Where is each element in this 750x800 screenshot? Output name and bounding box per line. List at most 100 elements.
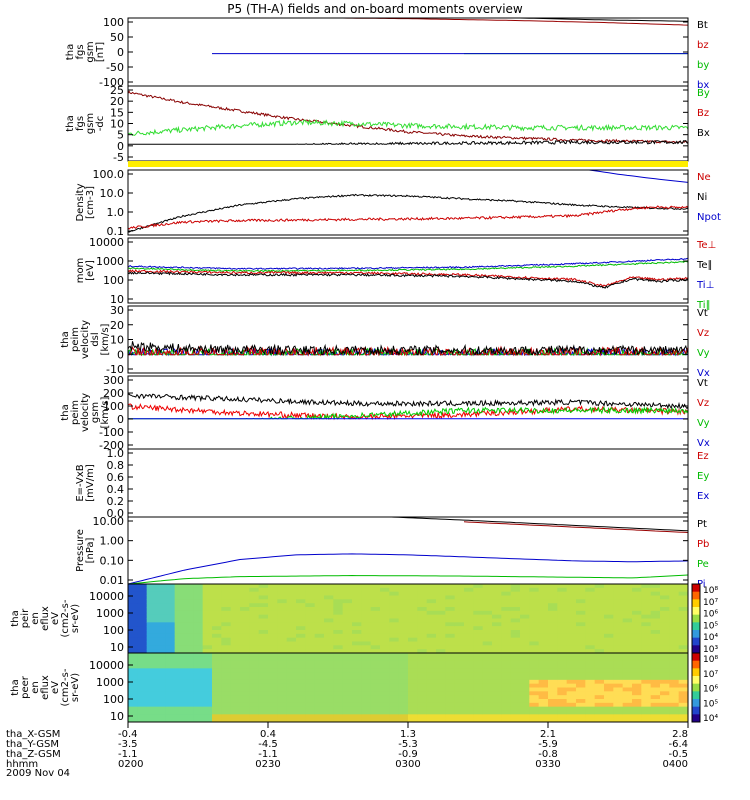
spectrogram-cell bbox=[566, 691, 577, 696]
spectrogram-cell bbox=[221, 656, 232, 662]
spectrogram-cell bbox=[660, 630, 670, 635]
spectrogram-cell bbox=[277, 610, 288, 616]
spectrogram-cell bbox=[548, 603, 558, 608]
spectrogram-cell bbox=[314, 649, 325, 654]
spectrogram-cell bbox=[128, 695, 138, 700]
y-axis-label-line: mom bbox=[75, 258, 86, 284]
spectrogram-cell bbox=[165, 676, 176, 681]
spectrogram-cell bbox=[146, 660, 157, 665]
spectrogram-cell bbox=[641, 672, 652, 677]
x-tick-label: -1.1 bbox=[258, 749, 278, 760]
spectrogram-cell bbox=[240, 603, 250, 608]
spectrogram-cell bbox=[277, 656, 288, 662]
y-axis-label-line: eflux bbox=[40, 675, 51, 700]
x-tick-label: -0.8 bbox=[538, 749, 558, 760]
spectrogram-cell bbox=[641, 622, 652, 627]
spectrogram-cell bbox=[557, 587, 568, 593]
spectrogram-cell bbox=[156, 687, 166, 692]
spectrogram-cell bbox=[622, 603, 633, 608]
spectrogram-cell bbox=[669, 687, 680, 692]
spectrogram-cell bbox=[370, 591, 381, 596]
y-axis-label-line: Density bbox=[75, 183, 86, 221]
spectrogram-cell bbox=[249, 622, 260, 627]
y-tick-label: 10000 bbox=[89, 659, 124, 672]
spectrogram-cell bbox=[230, 603, 241, 608]
spectrogram-cell bbox=[184, 641, 194, 646]
spectrogram-cell bbox=[230, 653, 241, 658]
spectrogram-cell bbox=[660, 584, 670, 589]
spectrogram-cell bbox=[520, 668, 530, 673]
spectrogram-cell bbox=[510, 637, 521, 642]
spectrogram-cell bbox=[249, 699, 260, 704]
spectrogram-cell bbox=[426, 702, 437, 708]
spectrogram-cell bbox=[604, 591, 614, 596]
spectrogram-cell bbox=[594, 676, 605, 681]
spectrogram-cell bbox=[128, 587, 138, 593]
spectrogram-cell bbox=[389, 599, 400, 604]
spectrogram-cell bbox=[585, 656, 596, 662]
spectrogram-cell bbox=[445, 683, 456, 688]
spectrogram-cell bbox=[632, 710, 642, 715]
spectrogram-cell bbox=[520, 691, 530, 696]
spectrogram-cell bbox=[501, 664, 512, 669]
spectrogram-cell bbox=[678, 695, 689, 700]
spectrogram-cell bbox=[454, 706, 465, 711]
spectrogram-cell bbox=[632, 622, 642, 627]
spectrogram-cell bbox=[417, 626, 428, 631]
spectrogram-cell bbox=[221, 706, 232, 711]
spectrogram-cell bbox=[417, 695, 428, 700]
spectrogram-cell bbox=[473, 691, 484, 696]
spectrogram-cell bbox=[660, 637, 670, 642]
spectrogram-cell bbox=[454, 668, 465, 673]
spectrogram-cell bbox=[174, 645, 185, 650]
spectrogram-cell bbox=[566, 679, 577, 685]
spectrogram-cell bbox=[510, 633, 521, 639]
spectrogram-cell bbox=[352, 702, 362, 708]
spectrogram-cell bbox=[501, 595, 512, 600]
spectrogram-cell bbox=[296, 618, 306, 623]
spectrogram-cell bbox=[585, 595, 596, 600]
spectrogram-cell bbox=[184, 706, 194, 711]
spectrogram-cell bbox=[566, 599, 577, 604]
spectrogram-cell bbox=[352, 683, 362, 688]
spectrogram-cell bbox=[146, 702, 157, 708]
colorbar-label: 10⁴ bbox=[703, 714, 718, 724]
spectrogram-cell bbox=[361, 653, 372, 658]
spectrogram-cell bbox=[221, 714, 232, 719]
spectrogram-cell bbox=[669, 718, 680, 723]
spectrogram-cell bbox=[557, 691, 568, 696]
spectrogram-cell bbox=[660, 660, 670, 665]
spectrogram-cell bbox=[277, 618, 288, 623]
spectrogram-cell bbox=[128, 637, 138, 642]
spectrogram-cell bbox=[305, 607, 316, 612]
spectrogram-cell bbox=[333, 630, 344, 635]
spectrogram-cell bbox=[398, 614, 409, 619]
spectrogram-cell bbox=[604, 706, 614, 711]
legend-entry: Pe bbox=[697, 559, 709, 570]
spectrogram-cell bbox=[492, 664, 502, 669]
spectrogram-cell bbox=[146, 633, 157, 639]
spectrogram-cell bbox=[258, 584, 269, 589]
spectrogram-cell bbox=[137, 587, 148, 593]
spectrogram-cell bbox=[174, 587, 185, 593]
series-Bx bbox=[128, 139, 688, 146]
y-tick-label: 100 bbox=[103, 624, 124, 637]
spectrogram-cell bbox=[529, 683, 540, 688]
spectrogram-cell bbox=[258, 607, 269, 612]
spectrogram-cell bbox=[557, 668, 568, 673]
spectrogram-cell bbox=[632, 695, 642, 700]
spectrogram-cell bbox=[548, 614, 558, 619]
spectrogram-cell bbox=[417, 630, 428, 635]
spectrogram-cell bbox=[510, 710, 521, 715]
spectrogram-cell bbox=[501, 614, 512, 619]
spectrogram-cell bbox=[445, 622, 456, 627]
spectrogram-cell bbox=[296, 656, 306, 662]
spectrogram-cell bbox=[333, 599, 344, 604]
spectrogram-cell bbox=[492, 702, 502, 708]
spectrogram-cell bbox=[501, 622, 512, 627]
spectrogram-cell bbox=[482, 664, 493, 669]
spectrogram-cell bbox=[156, 618, 166, 623]
spectrogram-cell bbox=[464, 649, 474, 654]
spectrogram-cell bbox=[622, 699, 633, 704]
spectrogram-cell bbox=[193, 664, 204, 669]
